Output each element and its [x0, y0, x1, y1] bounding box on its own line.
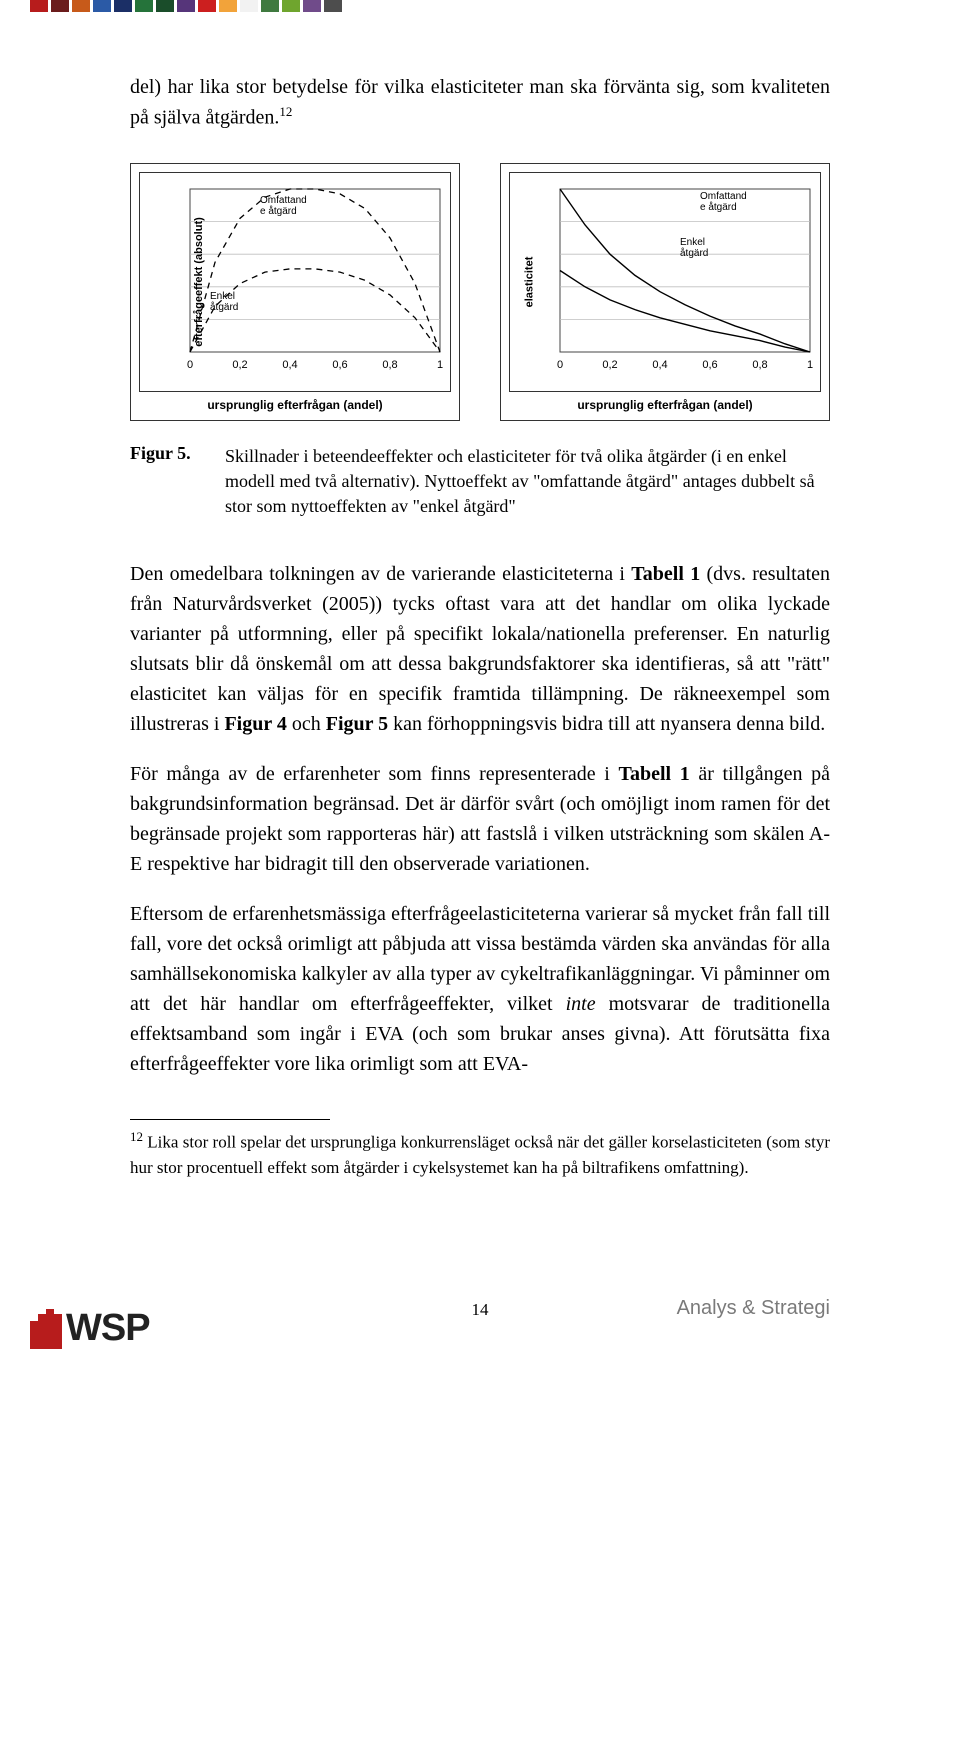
- chart-right-svg: 0 0,2 0,4 0,6 0,8 1: [510, 173, 820, 391]
- page-number: 14: [472, 1300, 489, 1320]
- svg-text:0: 0: [557, 359, 563, 371]
- page-footer: WSP 14 Analys & Strategi: [0, 1280, 960, 1360]
- wsp-logo-text: WSP: [66, 1307, 150, 1350]
- body-paragraph: Eftersom de erfarenhetsmässiga efterfråg…: [130, 899, 830, 1079]
- header-square: [282, 0, 300, 12]
- chart-right-label-omfattande: Omfattand e åtgärd: [700, 191, 747, 213]
- svg-text:0,6: 0,6: [332, 359, 347, 371]
- header-square: [261, 0, 279, 12]
- svg-text:0,8: 0,8: [382, 359, 397, 371]
- svg-text:0,2: 0,2: [602, 359, 617, 371]
- header-square: [324, 0, 342, 12]
- body-paragraphs: Den omedelbara tolkningen av de varieran…: [130, 559, 830, 1079]
- chart-left-xlabel: ursprunglig efterfrågan (andel): [139, 398, 451, 412]
- logo-bar: [38, 1314, 46, 1349]
- chart-left-ylabel: efterfrågeeffekt (absolut): [193, 217, 205, 347]
- header-square: [156, 0, 174, 12]
- header-square: [240, 0, 258, 12]
- logo-bar: [54, 1314, 62, 1349]
- svg-text:1: 1: [807, 359, 813, 371]
- wsp-logo: WSP: [30, 1307, 150, 1350]
- svg-text:0,6: 0,6: [702, 359, 717, 371]
- header-square: [93, 0, 111, 12]
- svg-text:0: 0: [187, 359, 193, 371]
- svg-text:0,4: 0,4: [652, 359, 667, 371]
- header-color-strip: [0, 0, 960, 12]
- footnote-text: Lika stor roll spelar det ursprungliga k…: [130, 1133, 830, 1177]
- chart-left-label-omfattande: Omfattand e åtgärd: [260, 195, 307, 217]
- chart-right-wrapper: elasticitet 0 0,2 0,4 0,6 0,8 1 Omfattand e å…: [500, 163, 830, 421]
- intro-text: del) har lika stor betydelse för vilka e…: [130, 76, 830, 129]
- figure-caption-text: Skillnader i beteendeeffekter och elasti…: [130, 444, 830, 520]
- intro-paragraph: del) har lika stor betydelse för vilka e…: [130, 72, 830, 133]
- figure-caption: Figur 5. Skillnader i beteendeeffekter o…: [130, 441, 830, 520]
- chart-right-ylabel: elasticitet: [523, 256, 535, 307]
- charts-row: efterfrågeeffekt (absolut) 0 0,2 0,4 0,6 0,8…: [130, 163, 830, 421]
- wsp-logo-bars: [30, 1309, 62, 1349]
- header-square: [114, 0, 132, 12]
- chart-right-label-enkel: Enkel åtgärd: [680, 237, 708, 259]
- footnote-number: 12: [130, 1129, 143, 1144]
- header-square: [303, 0, 321, 12]
- svg-text:0,2: 0,2: [232, 359, 247, 371]
- intro-superscript: 12: [279, 104, 292, 119]
- header-square: [51, 0, 69, 12]
- footnote: 12 Lika stor roll spelar det ursprunglig…: [130, 1128, 830, 1180]
- chart-left-label-enkel: Enkel åtgärd: [210, 291, 238, 313]
- svg-text:0,8: 0,8: [752, 359, 767, 371]
- svg-text:1: 1: [437, 359, 443, 371]
- logo-bar: [30, 1321, 38, 1349]
- svg-text:0,4: 0,4: [282, 359, 297, 371]
- header-square: [30, 0, 48, 12]
- header-square: [72, 0, 90, 12]
- chart-left: efterfrågeeffekt (absolut) 0 0,2 0,4 0,6 0,8…: [139, 172, 451, 392]
- figure-number: Figur 5.: [130, 443, 191, 463]
- chart-right-xlabel: ursprunglig efterfrågan (andel): [509, 398, 821, 412]
- page-content: del) har lika stor betydelse för vilka e…: [0, 12, 960, 1220]
- header-square: [135, 0, 153, 12]
- body-paragraph: För många av de erfarenheter som finns r…: [130, 759, 830, 879]
- header-square: [219, 0, 237, 12]
- logo-bar: [46, 1309, 54, 1349]
- chart-right: elasticitet 0 0,2 0,4 0,6 0,8 1 Omfattand e å…: [509, 172, 821, 392]
- body-paragraph: Den omedelbara tolkningen av de varieran…: [130, 559, 830, 739]
- header-square: [177, 0, 195, 12]
- footnote-rule: [130, 1119, 330, 1120]
- footer-brand: Analys & Strategi: [677, 1297, 830, 1320]
- chart-left-wrapper: efterfrågeeffekt (absolut) 0 0,2 0,4 0,6 0,8…: [130, 163, 460, 421]
- header-square: [198, 0, 216, 12]
